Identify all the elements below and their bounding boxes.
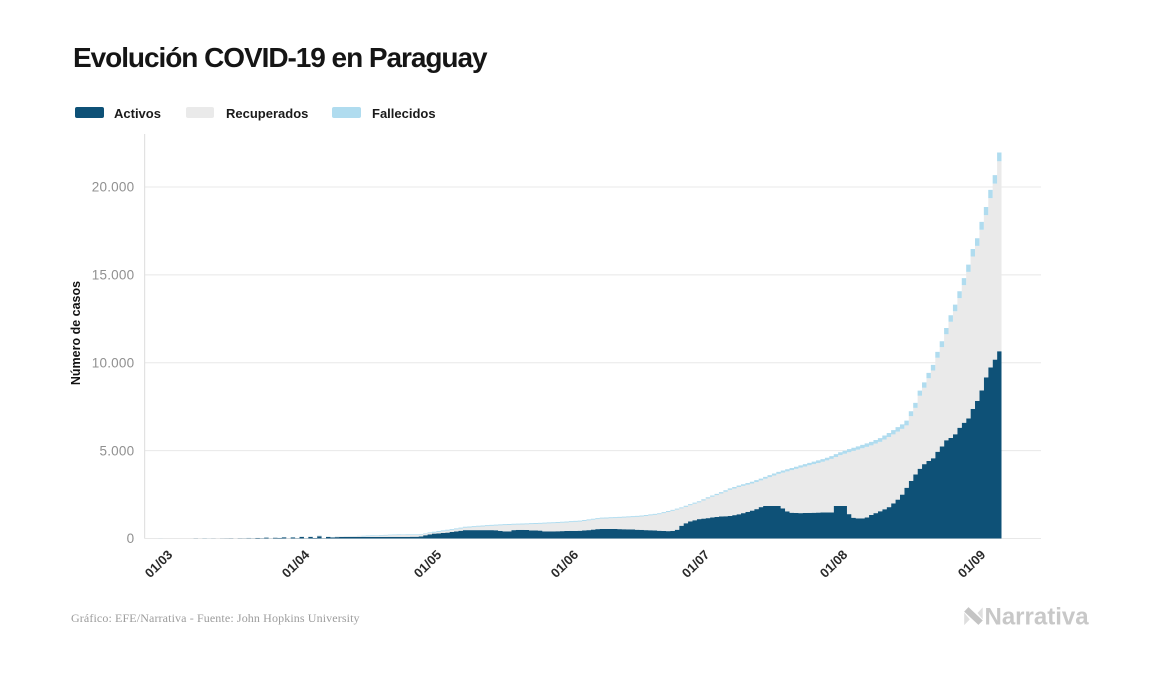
svg-text:5.000: 5.000 [100,443,135,458]
svg-text:0: 0 [127,531,135,546]
svg-text:01/08: 01/08 [817,547,851,581]
svg-text:Número de casos: Número de casos [69,281,83,385]
svg-text:20.000: 20.000 [92,180,135,195]
svg-text:10.000: 10.000 [92,355,135,370]
svg-text:01/07: 01/07 [679,547,713,581]
svg-text:01/06: 01/06 [548,547,582,581]
svg-text:01/09: 01/09 [955,547,989,581]
svg-text:01/03: 01/03 [142,547,176,581]
svg-text:01/04: 01/04 [279,546,313,580]
svg-text:Narrativa: Narrativa [985,604,1090,631]
svg-text:15.000: 15.000 [92,268,135,283]
svg-text:01/05: 01/05 [411,547,445,581]
